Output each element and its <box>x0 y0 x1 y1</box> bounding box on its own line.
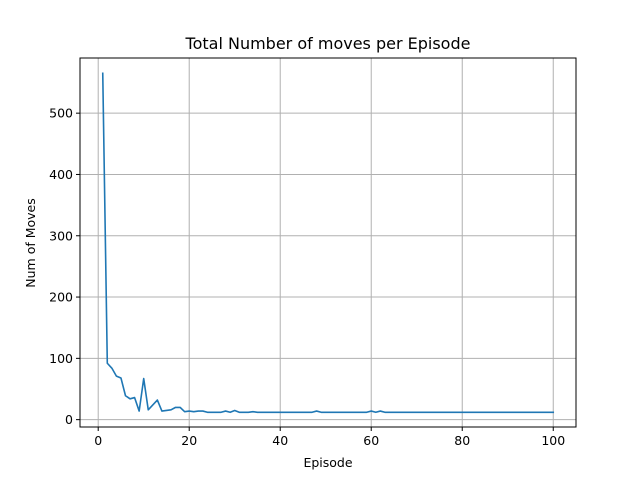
series-line <box>101 72 555 414</box>
y-tick-label: 200 <box>49 290 73 305</box>
x-tick-label: 20 <box>181 433 197 448</box>
chart-title: Total Number of moves per Episode <box>185 34 471 53</box>
grid <box>80 58 576 427</box>
y-tick-label: 100 <box>49 351 73 366</box>
axis-ticks: 0 20 40 60 80 100 0 100 200 300 400 500 <box>49 106 565 448</box>
plot-frame <box>79 57 577 428</box>
y-tick-label: 0 <box>65 412 73 427</box>
x-tick-label: 80 <box>454 433 470 448</box>
y-tick-label: 500 <box>49 106 73 121</box>
x-axis-label: Episode <box>303 455 352 470</box>
x-tick-label: 40 <box>272 433 288 448</box>
y-tick-label: 300 <box>49 228 73 243</box>
x-tick-label: 0 <box>94 433 102 448</box>
y-tick-label: 400 <box>49 167 73 182</box>
y-axis-label: Num of Moves <box>23 198 38 287</box>
x-tick-label: 100 <box>541 433 565 448</box>
x-tick-label: 60 <box>363 433 379 448</box>
